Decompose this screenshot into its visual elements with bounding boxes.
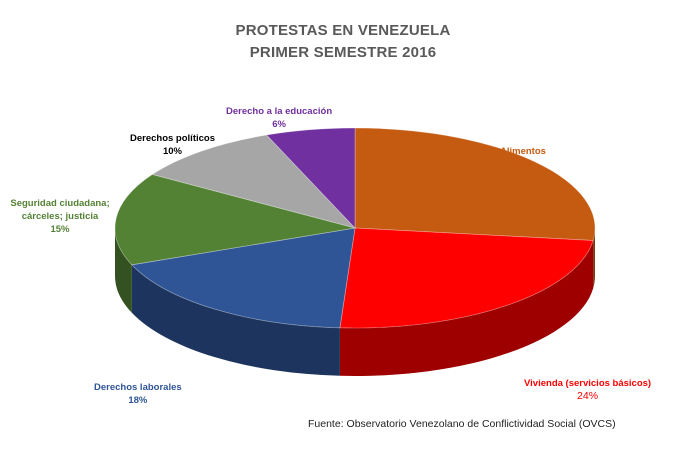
pie-side-0	[593, 228, 595, 289]
pie-side-1	[339, 240, 594, 376]
slice-label-text: Derecho a la educación	[226, 106, 333, 117]
source-note: Fuente: Observatorio Venezolano de Confl…	[308, 418, 616, 430]
slice-pct: 27%	[513, 159, 533, 170]
slice-label-seguridad: Seguridad ciudadana; cárceles; justicia …	[8, 197, 112, 236]
chart-title-line-2: PRIMER SEMESTRE 2016	[249, 44, 437, 61]
slice-label-alimentos: Alimentos 27%	[500, 145, 546, 171]
slice-pct: 15%	[50, 224, 70, 235]
pie-slice-2	[131, 227, 356, 329]
slice-pct: 18%	[128, 395, 148, 406]
pie-slice-0	[354, 127, 596, 241]
slice-label-derechos-politicos: Derechos políticos 10%	[130, 132, 215, 158]
pie-side-3	[115, 228, 132, 313]
slice-pct: 6%	[272, 119, 286, 130]
slice-label-educacion: Derecho a la educación 6%	[226, 105, 332, 131]
pie-slice-3	[114, 173, 356, 266]
slice-label-vivienda: Vivienda (servicios básicos) 24%	[524, 377, 651, 403]
slice-label-text: Seguridad ciudadana; cárceles; justicia	[10, 198, 110, 222]
pie-slice-5	[265, 127, 356, 230]
slice-pct: 10%	[162, 146, 182, 157]
chart-title-line-1: PROTESTAS EN VENEZUELA	[235, 22, 451, 39]
slice-label-text: Derechos políticos	[130, 133, 215, 144]
pie-slice-1	[339, 227, 594, 329]
slice-label-text: Derechos laborales	[94, 382, 182, 393]
slice-pct: 24%	[577, 390, 599, 402]
slice-label-text: Vivienda (servicios básicos)	[524, 378, 652, 389]
pie-side-2	[131, 264, 340, 376]
pie-slice-4	[151, 134, 357, 229]
slice-label-derechos-laborales: Derechos laborales 18%	[94, 381, 182, 407]
slice-label-text: Alimentos	[500, 146, 546, 157]
